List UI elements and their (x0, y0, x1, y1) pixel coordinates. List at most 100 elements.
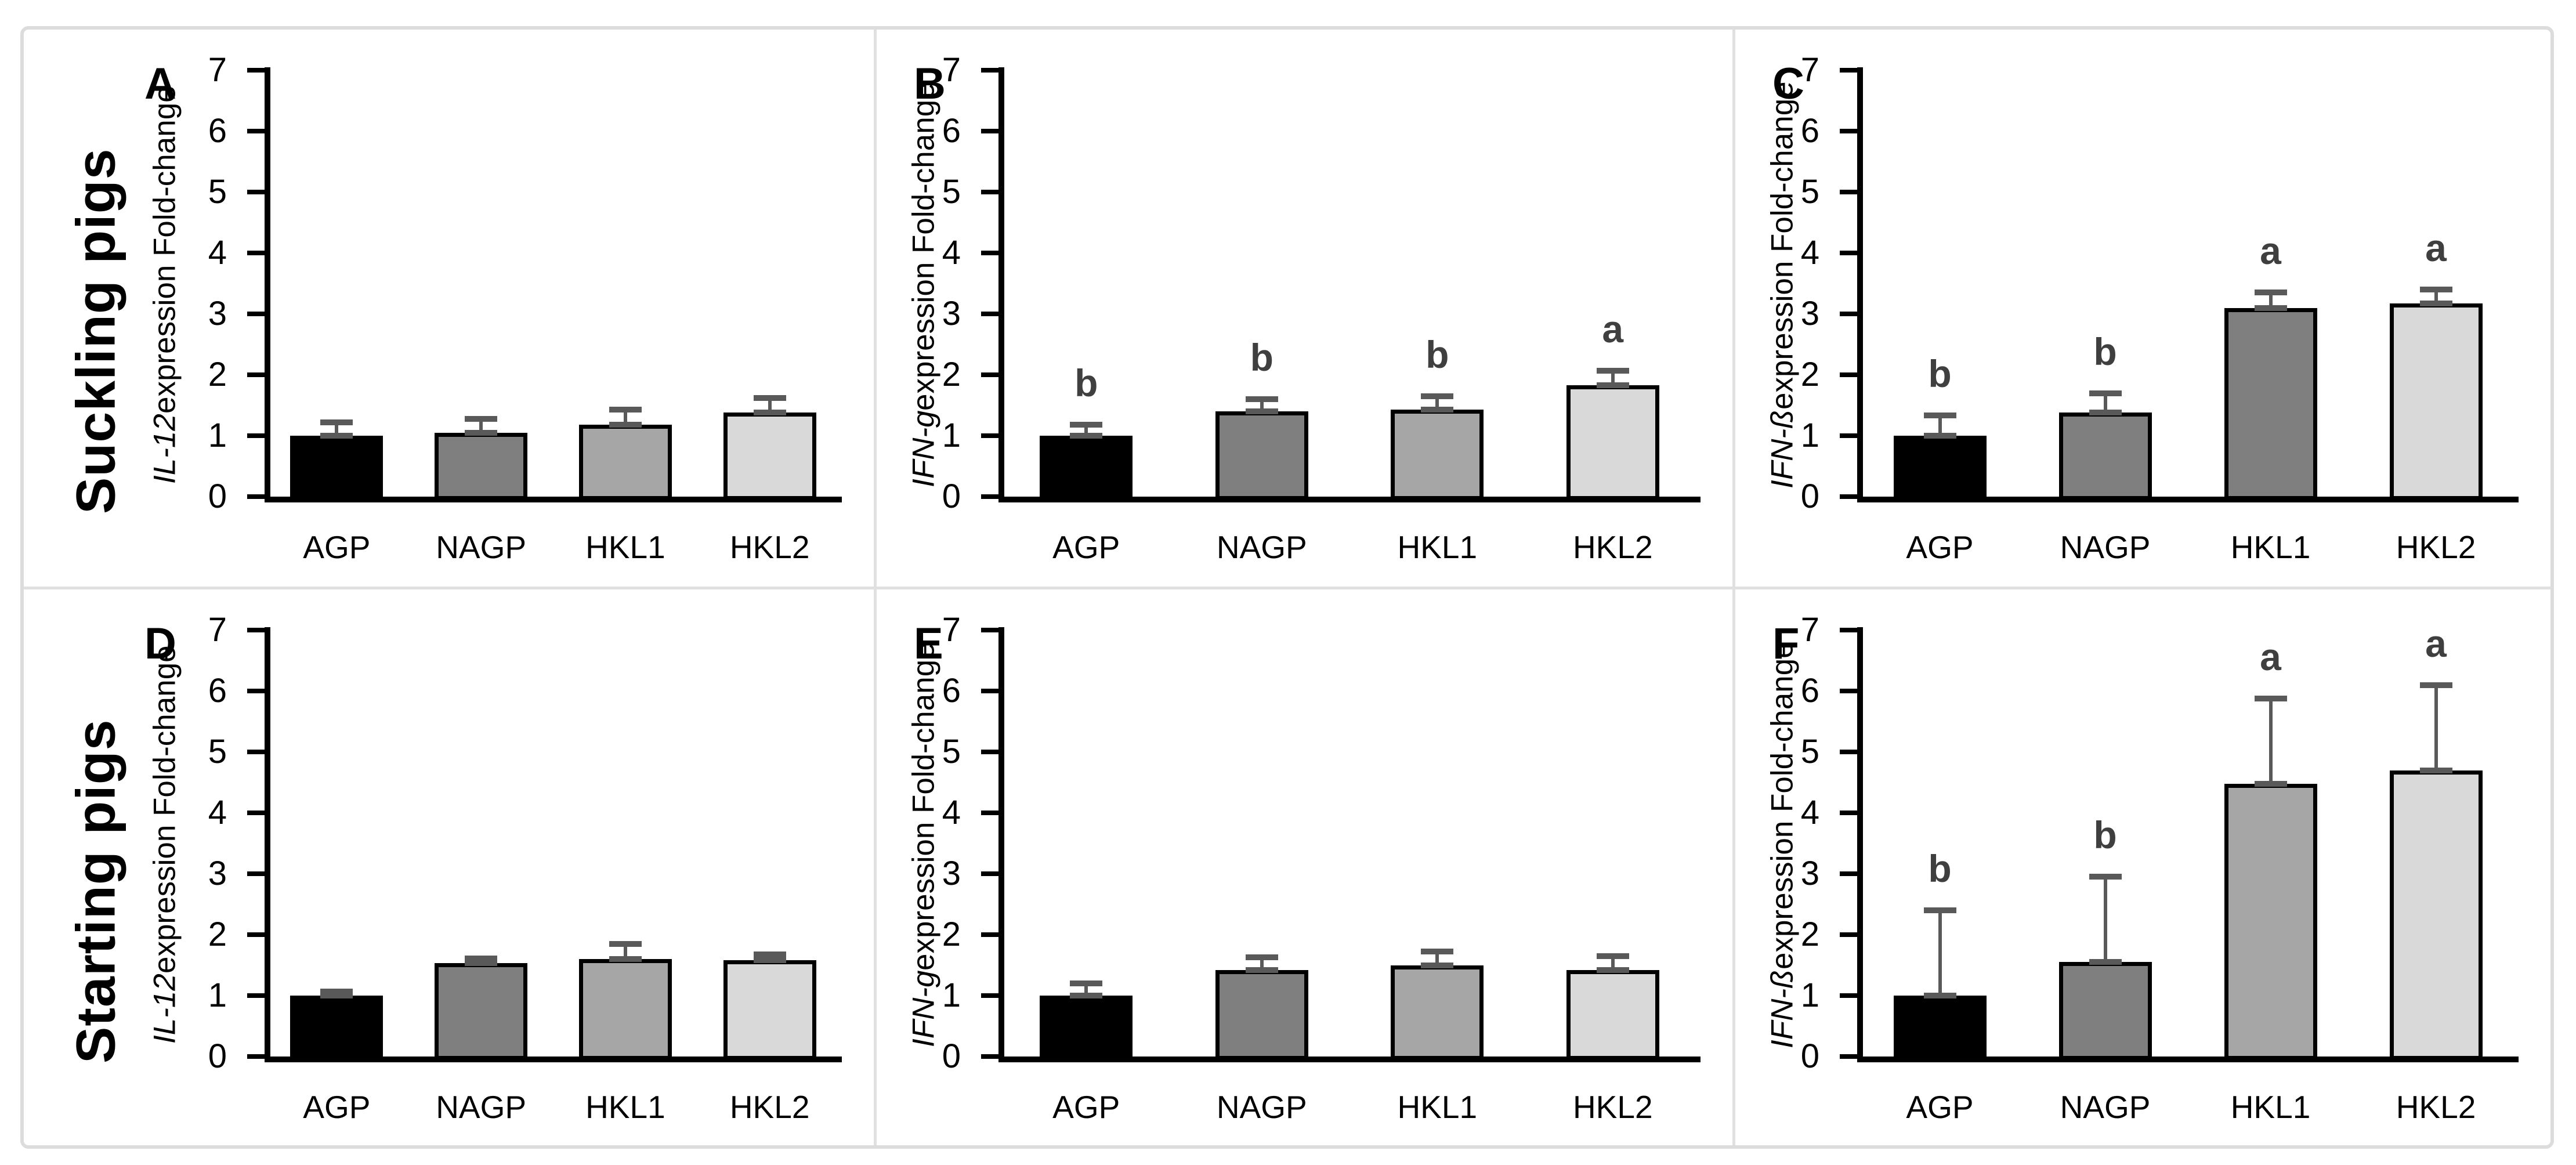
panel-letter-f: F (1772, 619, 1800, 668)
y-tick-mark (1840, 129, 1857, 133)
y-tick-label: 2 (1800, 356, 1819, 393)
error-cap-top (1923, 907, 1956, 913)
bar (1566, 969, 1659, 1060)
y-tick-label: 7 (1800, 611, 1819, 649)
y-axis-line (1857, 67, 1863, 502)
y-tick-label: 5 (208, 733, 227, 770)
y-tick-mark (1840, 811, 1857, 815)
error-cap-top (320, 419, 353, 425)
error-cap-top (1070, 422, 1103, 428)
y-tick-mark (247, 494, 265, 499)
sig-letter: b (1426, 332, 1449, 376)
y-tick-label: 4 (208, 234, 227, 272)
y-tick-label: 6 (208, 672, 227, 710)
panels-grid: Suckling pigs A IL-12 expression Fold-ch… (24, 30, 2550, 1145)
bar (1893, 436, 1987, 500)
y-tick-mark (1840, 689, 1857, 693)
y-tick-mark (981, 871, 998, 876)
y-axis-line (1857, 627, 1863, 1062)
x-category-label: AGP (303, 1089, 371, 1125)
bar (2224, 307, 2317, 500)
y-tick-mark (981, 129, 998, 133)
y-tick-label: 0 (1800, 1037, 1819, 1075)
x-category-label: NAGP (436, 529, 527, 565)
y-tick-mark (1840, 312, 1857, 316)
y-tick-label: 1 (942, 417, 961, 454)
y-tick-mark (1840, 68, 1857, 73)
y-tick-mark (247, 932, 265, 937)
error-cap-top (1245, 954, 1278, 960)
error-cap-bottom (1245, 408, 1278, 414)
y-tick-label: 5 (942, 173, 961, 211)
y-tick-mark (1840, 1054, 1857, 1059)
error-whisker (2269, 698, 2273, 784)
error-cap-top (1596, 953, 1629, 959)
error-cap-bottom (320, 433, 353, 439)
error-cap-top (465, 955, 498, 961)
error-cap-top (2419, 682, 2452, 688)
y-tick-mark (981, 689, 998, 693)
y-tick-mark (1840, 993, 1857, 998)
sig-letter: a (2260, 229, 2281, 273)
error-cap-bottom (609, 956, 642, 962)
y-tick-mark (1840, 871, 1857, 876)
x-category-label: HKL1 (1397, 1089, 1478, 1125)
error-cap-bottom (753, 410, 786, 416)
error-cap-bottom (1421, 962, 1454, 968)
y-tick-label: 7 (942, 611, 961, 649)
bar (2058, 962, 2152, 1060)
x-category-label: HKL1 (1397, 529, 1478, 565)
bar (1566, 385, 1659, 500)
y-tick-label: 3 (1800, 295, 1819, 332)
error-whisker (1084, 425, 1088, 436)
panel-letter-b: B (914, 59, 946, 108)
y-tick-mark (981, 372, 998, 377)
chart-area: 0 1 2 3 4 5 6 7 b AGP b NAGP b HKL1 a HKL2 (877, 30, 1732, 587)
bar (1040, 436, 1133, 500)
y-tick-mark (247, 312, 265, 316)
y-tick-label: 3 (1800, 855, 1819, 892)
error-whisker (1611, 370, 1615, 385)
x-category-label: AGP (1906, 529, 1974, 565)
x-category-label: HKL2 (2396, 529, 2476, 565)
sig-letter: b (1928, 847, 1952, 890)
error-cap-bottom (1596, 382, 1629, 388)
bar (1215, 969, 1308, 1060)
error-cap-top (609, 406, 642, 413)
bar (723, 960, 816, 1060)
x-category-label: NAGP (1216, 529, 1307, 565)
y-tick-mark (981, 811, 998, 815)
y-tick-label: 4 (942, 794, 961, 831)
error-cap-top (1421, 393, 1454, 399)
x-category-label: HKL2 (1572, 529, 1653, 565)
x-category-label: NAGP (436, 1089, 527, 1125)
sig-letter: b (1250, 336, 1273, 379)
y-tick-mark (247, 372, 265, 377)
error-cap-top (465, 415, 498, 422)
x-axis-line (998, 1057, 1701, 1062)
y-tick-label: 5 (1800, 173, 1819, 211)
x-category-label: HKL2 (2396, 1089, 2476, 1125)
sig-letter: b (1074, 361, 1098, 405)
error-whisker (2434, 685, 2438, 770)
y-tick-label: 6 (942, 672, 961, 710)
y-tick-mark (1840, 932, 1857, 937)
error-whisker (1938, 910, 1942, 996)
chart-area: 0 1 2 3 4 5 6 7 AGP NAGP HKL1 HKL2 (24, 30, 874, 587)
bar (290, 996, 383, 1060)
y-tick-label: 1 (208, 976, 227, 1014)
y-tick-label: 4 (1800, 794, 1819, 831)
y-tick-mark (247, 689, 265, 693)
bar (2224, 783, 2317, 1060)
error-cap-bottom (1923, 433, 1956, 439)
error-cap-top (2254, 695, 2287, 701)
y-tick-label: 4 (942, 234, 961, 272)
error-cap-top (1070, 981, 1103, 986)
x-category-label: HKL1 (2230, 529, 2311, 565)
error-whisker (2269, 292, 2273, 308)
y-tick-label: 6 (1800, 672, 1819, 710)
x-category-label: AGP (1052, 529, 1120, 565)
y-tick-label: 5 (208, 173, 227, 211)
bar (578, 959, 672, 1060)
